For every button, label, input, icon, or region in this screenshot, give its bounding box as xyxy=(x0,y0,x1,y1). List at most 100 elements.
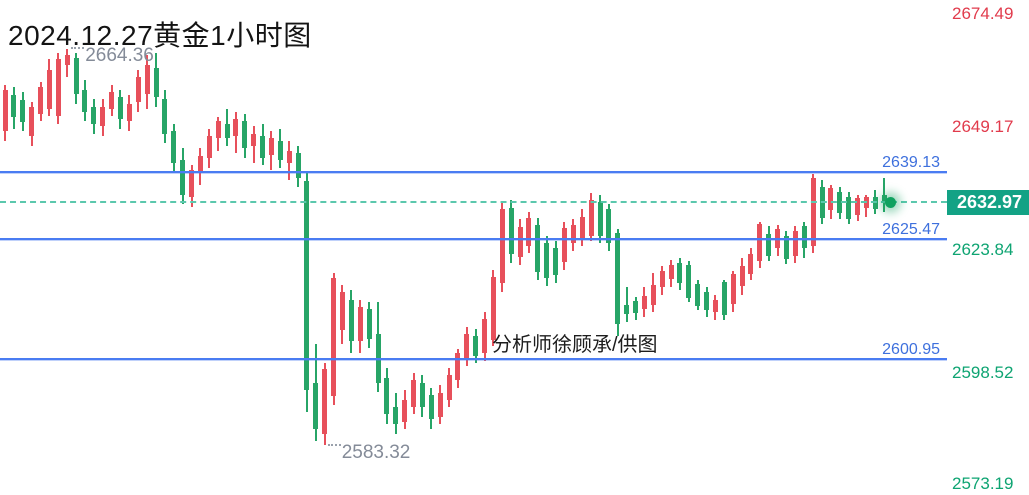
candle-body xyxy=(428,394,434,420)
candle-body xyxy=(277,140,283,161)
horizontal-level-line xyxy=(0,357,947,360)
candle-body xyxy=(739,265,745,286)
candle-body xyxy=(384,377,390,415)
candle-body xyxy=(455,353,461,381)
candle-body xyxy=(561,228,567,263)
candle-body xyxy=(482,319,487,354)
high-price-label: 2664.36 xyxy=(85,44,154,66)
candle-body xyxy=(695,284,701,306)
candle-body xyxy=(348,299,354,342)
candle-body xyxy=(393,407,399,425)
candle-body xyxy=(91,106,97,124)
candle-body xyxy=(224,123,230,139)
level-price-label: 2625.47 xyxy=(882,220,940,238)
candle-body xyxy=(197,155,203,173)
candle-body xyxy=(650,285,656,305)
candle-body xyxy=(260,136,265,158)
candle-body xyxy=(135,77,141,102)
candle-body xyxy=(419,382,425,408)
candle-body xyxy=(268,138,274,156)
candle-body xyxy=(730,274,736,304)
candle-body xyxy=(570,224,576,243)
candle-body xyxy=(535,224,541,272)
current-price-dashed-line xyxy=(0,201,947,204)
candle-body xyxy=(579,216,585,239)
candle-body xyxy=(144,65,150,95)
candle-body xyxy=(46,70,52,110)
horizontal-level-line xyxy=(0,171,947,173)
candle-body xyxy=(855,198,860,216)
y-axis-tick-label: 2573.19 xyxy=(952,474,1014,493)
candle-body xyxy=(29,106,35,137)
high-leader-dots xyxy=(71,46,85,49)
candle-body xyxy=(322,369,328,434)
candle-body xyxy=(526,218,532,247)
candle-body xyxy=(126,104,132,122)
candle-body xyxy=(553,248,559,276)
candle-body xyxy=(82,89,88,112)
candle-body xyxy=(402,399,408,422)
candle-body xyxy=(357,307,363,342)
candle-body xyxy=(712,299,718,313)
candle-body xyxy=(766,234,772,256)
candle-body xyxy=(846,197,852,219)
candle-body xyxy=(757,223,763,261)
candle-body xyxy=(339,291,345,330)
candle-body xyxy=(810,177,816,246)
candle-body xyxy=(38,87,43,114)
candle-body xyxy=(783,236,789,260)
candle-body xyxy=(659,271,665,288)
candle-body xyxy=(792,231,798,256)
candle-body xyxy=(295,153,301,179)
candle-body xyxy=(73,57,79,95)
candle-body xyxy=(215,121,221,139)
candle-body xyxy=(437,392,443,417)
candle-body xyxy=(828,188,834,211)
candle-body xyxy=(2,90,8,131)
candle-body xyxy=(180,160,186,195)
candle-body xyxy=(517,226,523,257)
candle-body xyxy=(189,170,194,198)
candle-body xyxy=(251,133,257,146)
candle-body xyxy=(499,209,505,283)
candle-body xyxy=(411,380,416,408)
candle-body xyxy=(117,96,123,119)
candle-body xyxy=(544,243,550,279)
candle-body xyxy=(508,207,514,255)
level-price-label: 2639.13 xyxy=(882,154,940,171)
candle-wick xyxy=(625,287,628,322)
current-price-tag: 2632.97 xyxy=(947,189,1029,215)
candle-body xyxy=(588,199,594,237)
candle-body xyxy=(624,304,630,315)
current-price-dot xyxy=(884,196,896,208)
candle-body xyxy=(490,277,496,340)
candle-body xyxy=(606,208,612,243)
candle-body xyxy=(109,92,115,110)
level-price-label: 2600.95 xyxy=(882,340,940,358)
candle-body xyxy=(366,309,372,339)
candle-body xyxy=(801,226,807,249)
candle-body xyxy=(64,55,70,66)
candle-body xyxy=(872,197,878,210)
candle-body xyxy=(446,375,452,400)
y-axis-tick-label: 2623.84 xyxy=(952,240,1014,259)
candle-body xyxy=(313,382,319,430)
candle-body xyxy=(748,254,754,275)
y-axis-tick-label: 2674.49 xyxy=(952,4,1014,23)
low-leader-dots xyxy=(327,443,341,446)
candle-body xyxy=(677,262,683,283)
candle-body xyxy=(100,106,106,127)
candle-body xyxy=(686,264,692,298)
analyst-watermark: 分析师徐顾承/供图 xyxy=(492,334,658,356)
candle-body xyxy=(206,136,212,158)
page-title: 2024.12.27黄金1小时图 xyxy=(8,20,312,51)
candle-body xyxy=(668,264,674,279)
candles-layer xyxy=(2,48,887,445)
candle-body xyxy=(473,336,479,356)
low-price-label: 2583.32 xyxy=(341,441,411,463)
candle-body xyxy=(641,295,647,309)
candle-body xyxy=(704,292,709,311)
candle-body xyxy=(286,150,292,163)
